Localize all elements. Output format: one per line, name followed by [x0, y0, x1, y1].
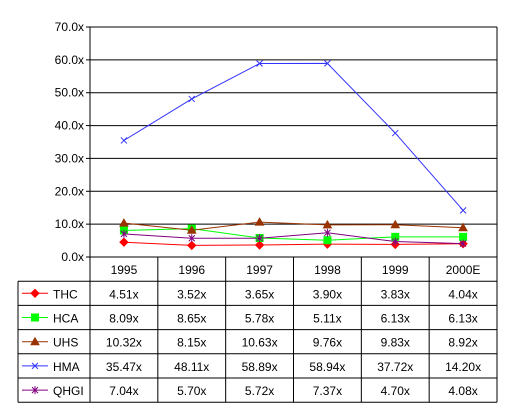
y-tick-label: 20.0x	[55, 184, 84, 198]
legend-marker-thc	[30, 288, 40, 299]
data-label-hca: 5.78x	[245, 312, 274, 326]
y-tick-label: 30.0x	[55, 151, 84, 165]
data-point-qhgi	[256, 234, 263, 243]
y-tick-label: 0.0x	[61, 250, 84, 264]
data-label-hca: 5.11x	[313, 312, 341, 326]
data-label-uhs: 8.15x	[177, 336, 206, 350]
plot-area	[90, 26, 498, 258]
data-point-hma	[188, 95, 196, 103]
series-uhs	[119, 217, 468, 234]
marker-stroke	[31, 362, 39, 370]
y-tick-label: 70.0x	[55, 20, 84, 34]
legend-marker-hma	[31, 362, 39, 370]
data-label-uhs: 10.32x	[106, 336, 142, 350]
legend-label-qhgi: QHGI	[53, 384, 84, 398]
marker-stroke	[188, 95, 196, 103]
data-label-thc: 3.65x	[245, 287, 274, 301]
marker-stroke	[324, 59, 331, 67]
data-table: 1995 1996 1997 1998 1999 2000E THC 4.51x 3.52x 3.…	[17, 256, 498, 403]
series-hma	[120, 59, 467, 214]
data-label-hca: 8.09x	[109, 312, 138, 326]
marker-stroke	[120, 137, 128, 144]
data-label-qhgi: 5.70x	[177, 384, 206, 398]
data-point-uhs	[254, 217, 265, 226]
data-point-thc	[254, 240, 265, 250]
data-label-uhs: 9.76x	[313, 336, 342, 350]
x-tick-label: 1999	[382, 263, 409, 277]
legend-label-hma: HMA	[53, 360, 80, 374]
data-label-uhs: 10.63x	[242, 336, 278, 350]
series-line-uhs	[123, 221, 464, 231]
x-tick-label: 1995	[111, 263, 138, 277]
data-label-qhgi: 5.72x	[245, 384, 274, 398]
data-label-hma: 48.11x	[174, 360, 209, 374]
data-point-hca	[459, 232, 468, 241]
y-tick-label: 40.0x	[55, 119, 84, 133]
data-point-hma	[324, 59, 331, 67]
data-label-hca: 8.65x	[177, 312, 206, 326]
data-point-uhs	[119, 218, 129, 227]
data-point-qhgi	[391, 237, 399, 246]
data-label-hma: 58.94x	[309, 360, 345, 374]
data-label-hca: 6.13x	[381, 312, 410, 326]
data-label-qhgi: 7.37x	[313, 384, 342, 398]
series-line-thc	[123, 241, 464, 246]
data-label-qhgi: 4.70x	[381, 384, 410, 398]
data-point-uhs	[458, 222, 468, 232]
data-label-thc: 4.51x	[109, 287, 138, 301]
data-point-uhs	[186, 225, 197, 234]
y-tick-label: 50.0x	[55, 86, 84, 100]
data-point-thc	[119, 237, 129, 247]
data-point-qhgi	[120, 229, 128, 238]
data-point-thc	[187, 240, 197, 251]
data-point-uhs	[390, 219, 401, 229]
data-point-qhgi	[188, 234, 196, 243]
legend-label-thc: THC	[53, 287, 78, 301]
x-tick-label: 2000E	[446, 263, 481, 277]
x-tick-label: 1996	[178, 263, 205, 277]
marker-stroke	[459, 206, 467, 214]
x-tick-label: 1997	[246, 263, 273, 277]
data-point-hma	[459, 206, 467, 214]
data-label-thc: 4.04x	[448, 287, 477, 301]
legend-marker-uhs	[30, 336, 40, 346]
series-line-hma	[123, 62, 464, 211]
series-qhgi	[120, 228, 467, 248]
data-point-hca	[323, 236, 332, 245]
data-label-thc: 3.52x	[177, 287, 206, 301]
data-label-hca: 6.13x	[448, 312, 477, 326]
y-axis: 0.0x 10.0x 20.0x 30.0x 40.0x 50.0x 60.0x 70.0x	[55, 20, 91, 264]
series-line-hca	[123, 228, 464, 241]
data-label-uhs: 9.83x	[381, 336, 410, 350]
data-point-qhgi	[324, 228, 331, 237]
data-point-uhs	[322, 219, 333, 229]
data-label-hma: 37.72x	[377, 360, 413, 374]
marker-stroke	[256, 60, 263, 67]
data-label-qhgi: 7.04x	[109, 384, 138, 398]
data-point-hma	[256, 60, 263, 67]
legend-marker-qhgi	[31, 386, 39, 395]
data-label-thc: 3.83x	[381, 287, 410, 301]
x-tick-label: 1998	[314, 263, 341, 277]
data-point-hma	[391, 129, 399, 137]
y-tick-label: 60.0x	[55, 53, 84, 67]
series-layer	[119, 59, 468, 251]
data-point-qhgi	[459, 239, 467, 248]
series-line-qhgi	[123, 232, 464, 245]
data-label-hma: 58.89x	[242, 360, 278, 374]
data-label-thc: 3.90x	[313, 287, 342, 301]
y-tick-label: 10.0x	[55, 217, 84, 231]
marker-stroke	[391, 129, 399, 137]
series-thc	[119, 237, 468, 251]
legend-label-uhs: UHS	[53, 336, 78, 350]
data-label-hma: 14.20x	[445, 360, 481, 374]
legend-label-hca: HCA	[53, 312, 78, 326]
data-label-hma: 35.47x	[106, 360, 142, 374]
data-label-qhgi: 4.08x	[448, 384, 477, 398]
legend-marker-hca	[31, 313, 39, 322]
data-point-hma	[120, 137, 128, 144]
data-label-uhs: 8.92x	[448, 336, 477, 350]
